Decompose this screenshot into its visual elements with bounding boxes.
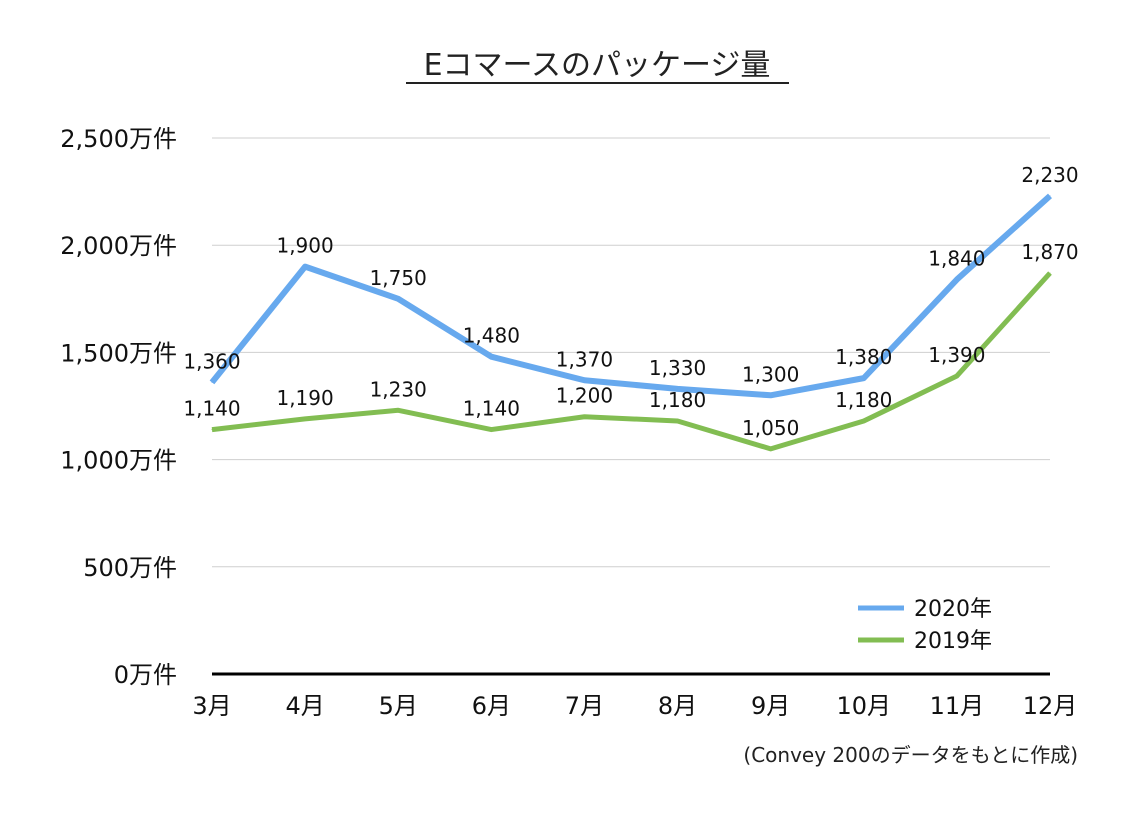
data-point-2020 — [583, 379, 585, 381]
data-label-2020: 1,900 — [276, 234, 333, 258]
data-label-2020: 2,230 — [1021, 163, 1078, 187]
legend-label-2020: 2020年 — [914, 597, 992, 622]
data-label-2020: 1,300 — [742, 362, 799, 386]
data-label-2019: 1,230 — [370, 377, 427, 401]
data-label-2020: 1,360 — [183, 349, 240, 373]
x-tick-label: 7月 — [565, 692, 604, 720]
data-label-2019: 1,200 — [556, 384, 613, 408]
data-point-2020 — [397, 298, 399, 300]
data-point-2020 — [770, 394, 772, 396]
data-label-2019: 1,050 — [742, 416, 799, 440]
x-tick-label: 11月 — [930, 692, 985, 720]
axis-layer: 0万件 500万件 1,000万件 1,500万件 2,000万件 2,500万件 3月 4月… — [60, 125, 1077, 720]
data-point-2020 — [490, 356, 492, 358]
legend: 2020年 2019年 — [858, 597, 992, 654]
data-point-2020 — [677, 388, 679, 390]
series-line-2020 — [209, 193, 1053, 399]
data-label-2019: 1,390 — [928, 343, 985, 367]
data-point-2019 — [583, 416, 585, 418]
x-tick-label: 12月 — [1023, 692, 1078, 720]
chart-title: Eコマースのパッケージ量 — [424, 48, 771, 83]
x-tick-label: 4月 — [285, 692, 324, 720]
data-label-2020: 1,750 — [370, 266, 427, 290]
y-tick-label: 500万件 — [83, 554, 177, 582]
data-point-2020 — [1049, 195, 1051, 197]
data-label-2020: 1,840 — [928, 247, 985, 271]
data-point-2019 — [770, 448, 772, 450]
data-point-2020 — [956, 279, 958, 281]
y-tick-label: 2,000万件 — [60, 232, 177, 260]
data-point-2019 — [863, 420, 865, 422]
y-tick-label: 0万件 — [114, 661, 177, 689]
x-tick-label: 8月 — [658, 692, 697, 720]
x-tick-label: 6月 — [472, 692, 511, 720]
label-layer: 1,360 1,900 1,750 1,480 1,370 1,330 1,300 1,380… — [183, 163, 1078, 440]
data-point-2020 — [863, 377, 865, 379]
data-label-2020: 1,480 — [463, 324, 520, 348]
data-point-2019 — [956, 375, 958, 377]
x-tick-label: 9月 — [751, 692, 790, 720]
data-label-2019: 1,140 — [463, 397, 520, 421]
series-layer — [209, 193, 1053, 452]
grid-layer — [212, 137, 1050, 568]
data-label-2019: 1,190 — [276, 386, 333, 410]
data-point-2019 — [490, 429, 492, 431]
data-label-2019: 1,140 — [183, 397, 240, 421]
x-tick-label: 3月 — [192, 692, 231, 720]
y-tick-label: 1,500万件 — [60, 339, 177, 367]
source-note: (Convey 200のデータをもとに作成) — [743, 743, 1078, 767]
data-point-2019 — [1049, 272, 1051, 274]
data-point-2019 — [304, 418, 306, 420]
data-label-2020: 1,380 — [835, 345, 892, 369]
data-point-2019 — [211, 429, 213, 431]
legend-label-2019: 2019年 — [914, 629, 992, 654]
data-label-2019: 1,180 — [835, 388, 892, 412]
y-tick-label: 1,000万件 — [60, 447, 177, 475]
data-point-2019 — [397, 409, 399, 411]
x-tick-label: 10月 — [837, 692, 892, 720]
data-label-2020: 1,330 — [649, 356, 706, 380]
data-point-2020 — [211, 381, 213, 383]
data-label-2019: 1,180 — [649, 388, 706, 412]
y-tick-label: 2,500万件 — [60, 125, 177, 153]
data-label-2020: 1,370 — [556, 347, 613, 371]
data-point-2020 — [304, 266, 306, 268]
series-line-2019 — [211, 271, 1052, 452]
data-label-2019: 1,870 — [1021, 240, 1078, 264]
data-point-2019 — [677, 420, 679, 422]
x-tick-label: 5月 — [379, 692, 418, 720]
